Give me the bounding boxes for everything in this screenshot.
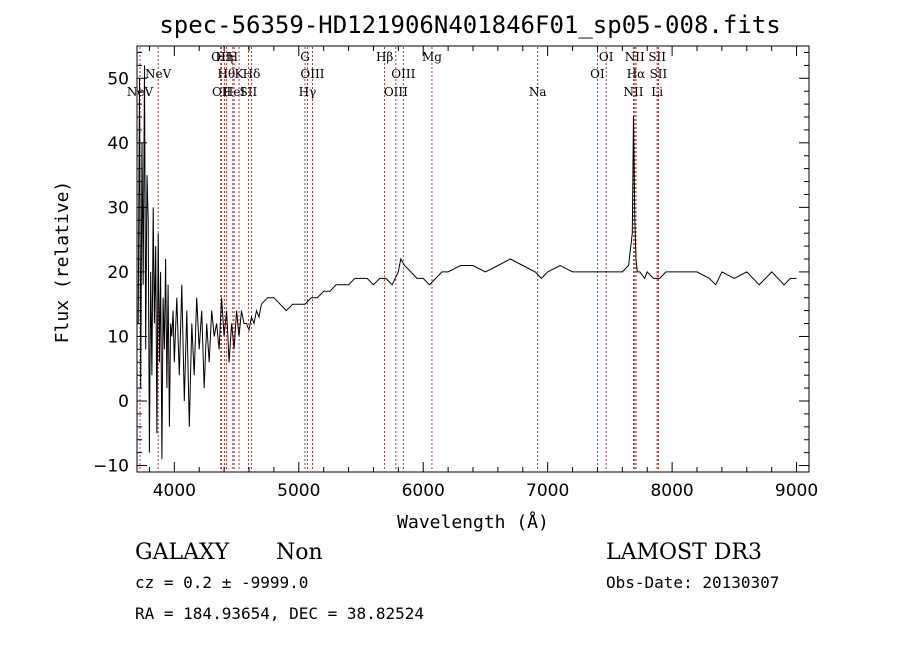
x-tick-label-1: 5000 xyxy=(277,481,320,501)
y-tick-label-4: 30 xyxy=(107,198,129,218)
line-label-6: Hθ xyxy=(217,67,235,81)
y-tick-label-6: 50 xyxy=(107,69,129,89)
axis-ticks-layer: 4000 5000 6000 7000 8000 9000 −10 0 10 20 30 40 50 xyxy=(93,46,818,501)
line-label-20: OI xyxy=(590,67,605,81)
y-tick-label-2: 10 xyxy=(107,327,129,347)
object-type: GALAXY xyxy=(135,540,230,565)
line-label-17: Mg xyxy=(422,50,442,64)
survey-name: LAMOST DR3 xyxy=(606,540,762,565)
line-label-16: OIII xyxy=(384,85,408,99)
y-tick-label-0: −10 xyxy=(93,457,129,477)
y-tick-label-5: 40 xyxy=(107,134,129,154)
redshift-cz: cz = 0.2 ± -9999.0 xyxy=(135,573,308,592)
x-tick-label-5: 9000 xyxy=(775,481,818,501)
chart-title: spec-56359-HD121906N401846F01_sp05-008.f… xyxy=(159,11,780,39)
x-tick-label-4: 8000 xyxy=(650,481,693,501)
line-label-0: NeV xyxy=(127,85,154,99)
y-axis-label: Flux (relative) xyxy=(52,181,73,344)
line-label-12: OIII xyxy=(300,67,324,81)
spectrum-series-0 xyxy=(137,65,797,460)
y-tick-label-1: 0 xyxy=(118,392,129,412)
line-label-13: Hγ xyxy=(299,85,317,99)
line-label-7: K xyxy=(235,67,245,81)
coordinates: RA = 184.93654, DEC = 38.82524 xyxy=(135,604,424,623)
line-label-9: HeI xyxy=(223,85,246,99)
line-label-8: Hδ xyxy=(243,67,261,81)
line-label-24: SII xyxy=(650,67,668,81)
line-label-3: Hη xyxy=(216,50,234,64)
plot-layer xyxy=(137,65,797,460)
plot-frame xyxy=(136,45,810,473)
x-tick-label-2: 6000 xyxy=(402,481,445,501)
line-label-11: G xyxy=(300,50,310,64)
line-label-21: NII xyxy=(625,50,645,64)
line-label-19: OI xyxy=(599,50,614,64)
x-tick-label-3: 7000 xyxy=(526,481,569,501)
object-subclass: Non xyxy=(276,540,323,565)
line-label-25: NII xyxy=(624,85,644,99)
line-label-1: NeV xyxy=(145,67,172,81)
line-label-18: Na xyxy=(529,85,547,99)
line-label-4: H xyxy=(228,50,238,64)
observation-date: Obs-Date: 20130307 xyxy=(606,573,779,592)
line-label-14: Hβ xyxy=(376,50,393,64)
line-label-26: Li xyxy=(651,85,663,99)
line-label-15: OIII xyxy=(391,67,415,81)
line-label-2: OII xyxy=(211,50,231,64)
line-label-10: SII xyxy=(240,85,258,99)
y-tick-label-3: 20 xyxy=(107,263,129,283)
x-tick-label-0: 4000 xyxy=(153,481,196,501)
x-axis-label: Wavelength (Å) xyxy=(397,511,549,533)
line-label-23: Hα xyxy=(627,67,646,81)
